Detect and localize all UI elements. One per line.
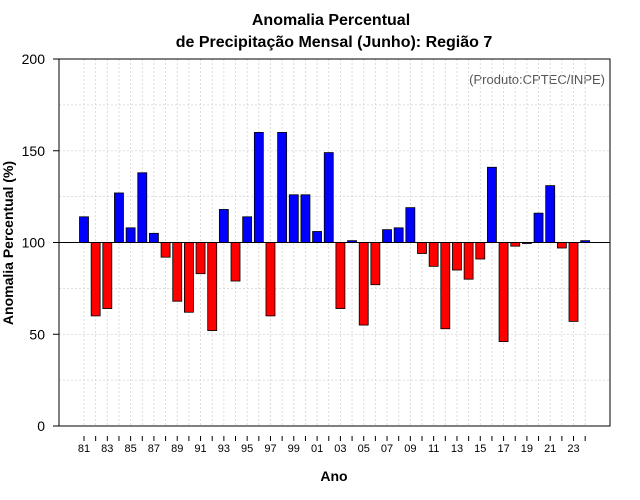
- x-tick-label: 99: [288, 443, 300, 455]
- x-tick-label: 07: [381, 443, 393, 455]
- bar-1991: [195, 242, 206, 275]
- bar-2022: [556, 242, 567, 249]
- x-tick-label: 81: [78, 443, 90, 455]
- bar-1997: [265, 242, 276, 317]
- x-tick-label: 11: [428, 443, 439, 455]
- bar-2018: [510, 242, 521, 247]
- bar-2021: [545, 185, 556, 243]
- bar-2006: [370, 242, 381, 286]
- bar-1998: [277, 131, 288, 243]
- bar-2015: [475, 242, 486, 260]
- x-tick-label: 03: [334, 443, 346, 455]
- y-axis-label: Anomalia Percentual (%): [0, 161, 16, 325]
- bar-1981: [79, 216, 89, 243]
- bar-2007: [382, 229, 392, 243]
- y-axis-ticks: 0 50 100 150 200: [22, 51, 59, 434]
- x-tick-label: 17: [497, 443, 509, 455]
- bar-1993: [218, 209, 229, 243]
- x-tick-label: 91: [194, 443, 206, 455]
- x-tick-label: 05: [358, 443, 370, 455]
- bar-1992: [207, 242, 218, 331]
- y-tick-label: 50: [29, 326, 45, 342]
- x-tick-label: 93: [218, 443, 230, 455]
- y-tick-label: 200: [22, 51, 46, 67]
- x-tick-label: 13: [451, 443, 463, 455]
- x-tick-label: 87: [148, 443, 160, 455]
- y-tick-label: 150: [22, 143, 46, 159]
- x-tick-label: 19: [521, 443, 533, 455]
- y-tick-label: 100: [22, 235, 46, 251]
- bar-1988: [160, 242, 171, 258]
- bar-1983: [102, 242, 113, 309]
- bar-2016: [487, 166, 497, 243]
- bar-1994: [230, 242, 241, 282]
- bar-2000: [300, 194, 311, 243]
- grid-lines: [59, 59, 610, 426]
- bar-2002: [323, 152, 334, 243]
- x-axis-label: Ano: [320, 468, 347, 484]
- x-tick-label: 09: [404, 443, 416, 455]
- bar-2013: [452, 242, 462, 271]
- chart-title-line1: Anomalia Percentual: [252, 12, 410, 29]
- bar-1984: [114, 192, 124, 243]
- x-axis-ticks: 81 83 85 87 89 91 93 95 97 99 01 03 05 07 09 11 13 15 17 19…: [78, 436, 586, 455]
- bar-1999: [288, 194, 299, 243]
- bar-2012: [440, 242, 451, 330]
- x-tick-label: 01: [311, 443, 323, 455]
- x-tick-label: 97: [264, 443, 276, 455]
- source-annotation: (Produto:CPTEC/INPE): [469, 72, 605, 87]
- x-tick-label: 85: [124, 443, 136, 455]
- bar-1989: [172, 242, 183, 302]
- x-tick-label: 21: [544, 443, 556, 455]
- bar-1990: [183, 242, 194, 313]
- x-tick-label: 83: [101, 443, 113, 455]
- x-tick-label: 15: [474, 443, 486, 455]
- bars: [79, 131, 591, 342]
- x-tick-label: 89: [171, 443, 183, 455]
- bar-2023: [568, 242, 579, 322]
- bar-2020: [533, 212, 544, 243]
- bar-2003: [335, 242, 346, 309]
- bar-2011: [428, 242, 439, 267]
- bar-2009: [405, 207, 416, 243]
- bar-2010: [417, 242, 427, 254]
- x-tick-label: 95: [241, 443, 253, 455]
- bar-2014: [463, 242, 474, 280]
- chart-title-line2: de Precipitação Mensal (Junho): Região 7: [176, 34, 493, 51]
- bar-2001: [312, 231, 323, 243]
- bar-1987: [149, 232, 159, 243]
- bar-1982: [90, 242, 101, 317]
- bar-2017: [498, 242, 509, 342]
- bar-1995: [242, 216, 253, 243]
- bar-1996: [253, 131, 264, 243]
- bar-2008: [393, 227, 404, 243]
- x-tick-label: 23: [567, 443, 579, 455]
- bar-1986: [137, 172, 148, 243]
- bar-2005: [358, 242, 369, 326]
- bar-1985: [125, 227, 136, 243]
- y-tick-label: 0: [37, 418, 45, 434]
